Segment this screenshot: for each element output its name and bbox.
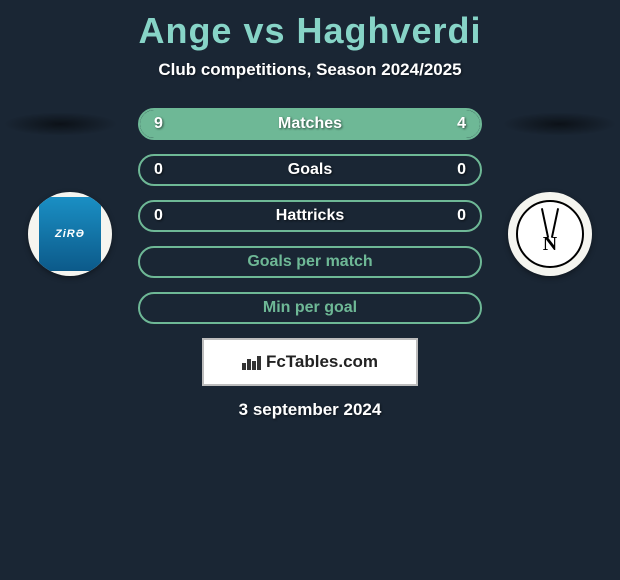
stat-row: Goals per match — [138, 246, 482, 278]
stat-value-right: 0 — [457, 207, 466, 225]
stat-value-left: 0 — [154, 161, 163, 179]
shadow-right — [502, 112, 617, 136]
page-subtitle: Club competitions, Season 2024/2025 — [0, 60, 620, 80]
watermark-box: FcTables.com — [202, 338, 418, 386]
shadow-left — [3, 112, 118, 136]
stat-label: Goals per match — [247, 253, 372, 271]
stat-label: Matches — [278, 115, 342, 133]
team-right-letter: N — [543, 233, 557, 256]
stat-label: Hattricks — [276, 207, 344, 225]
stats-container: Matches 9 4 Goals 0 0 Hattricks 0 0 Goals per mat… — [138, 108, 482, 324]
stat-value-left: 0 — [154, 207, 163, 225]
shield-icon: ZiRƏ — [39, 197, 101, 271]
tower-badge-icon: N — [516, 200, 584, 268]
stat-label: Min per goal — [263, 299, 357, 317]
stat-row: Hattricks 0 0 — [138, 200, 482, 232]
bar-chart-icon — [242, 354, 262, 370]
watermark-text: FcTables.com — [266, 352, 378, 372]
footer-date: 3 september 2024 — [0, 400, 620, 420]
shield-label: ZiRƏ — [55, 228, 85, 240]
page-title: Ange vs Haghverdi — [0, 0, 620, 52]
stat-row: Min per goal — [138, 292, 482, 324]
content-area: ZiRƏ N Matches94Goals00Hattricks00Goals … — [0, 108, 620, 420]
team-logo-right: N — [508, 192, 592, 276]
team-logo-left: ZiRƏ — [28, 192, 112, 276]
stat-label: Goals — [288, 161, 332, 179]
stat-row: Goals 0 0 — [138, 154, 482, 186]
stat-row: Matches 9 4 — [138, 108, 482, 140]
stat-value-left: 9 — [154, 115, 163, 133]
stat-value-right: 4 — [457, 115, 466, 133]
stat-value-right: 0 — [457, 161, 466, 179]
